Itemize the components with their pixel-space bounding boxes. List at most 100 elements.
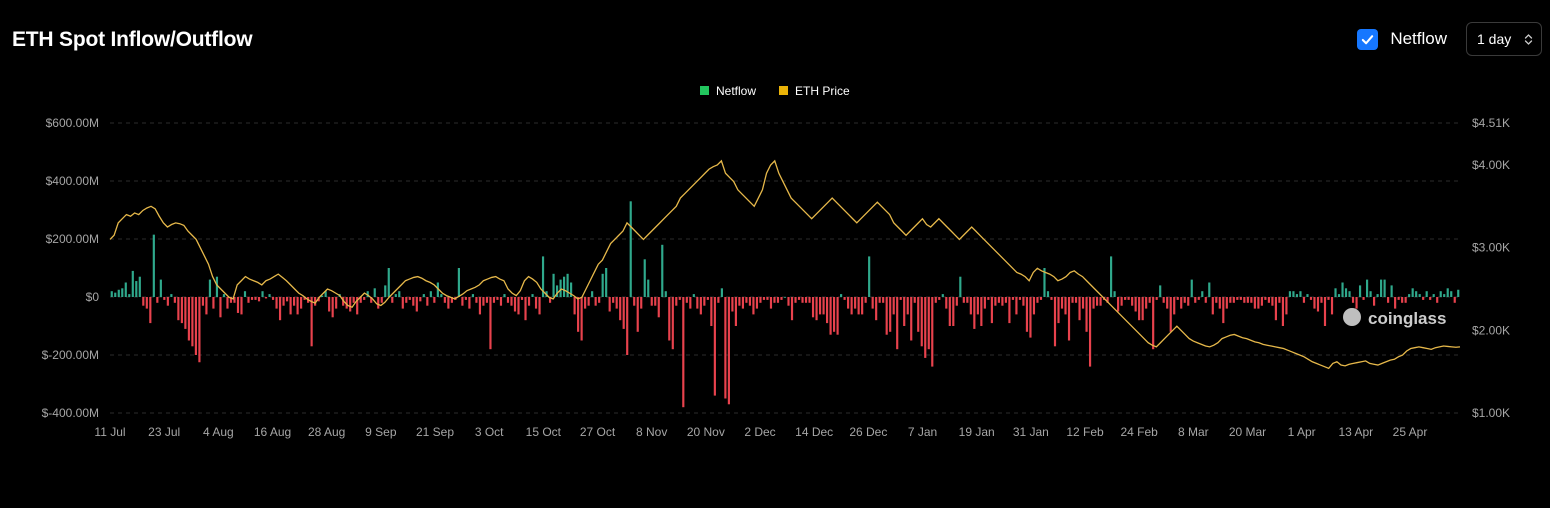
netflow-bar <box>261 291 264 297</box>
netflow-bar <box>577 297 580 332</box>
netflow-checkbox[interactable] <box>1357 28 1379 50</box>
x-tick-label: 1 Apr <box>1288 425 1316 439</box>
netflow-bar <box>787 297 790 306</box>
netflow-bar <box>780 297 783 300</box>
netflow-bar <box>1011 297 1015 300</box>
netflow-bar <box>1260 297 1263 306</box>
netflow-bar <box>391 297 394 303</box>
netflow-bar <box>1383 279 1386 297</box>
netflow-bar <box>913 297 916 303</box>
netflow-bar <box>1422 297 1425 300</box>
netflow-bar <box>854 297 857 309</box>
netflow-bar <box>1320 297 1323 303</box>
netflow-bar <box>335 297 338 309</box>
netflow-bar <box>163 297 166 300</box>
netflow-bar <box>485 297 489 303</box>
netflow-bar <box>731 297 734 312</box>
netflow-bar <box>1018 297 1022 300</box>
netflow-bar <box>1046 291 1050 297</box>
netflow-bar <box>149 297 152 324</box>
netflow-bar <box>762 297 766 300</box>
netflow-bar <box>776 297 780 303</box>
netflow-bar <box>548 297 552 303</box>
netflow-bar <box>412 297 415 306</box>
netflow-bar <box>503 294 506 297</box>
netflow-bar <box>278 297 282 321</box>
netflow-bar <box>506 297 510 303</box>
netflow-bar <box>871 297 874 309</box>
netflow-bar <box>699 297 702 315</box>
netflow-bar <box>1145 297 1148 309</box>
netflow-bar <box>275 297 278 309</box>
netflow-bar <box>489 297 492 350</box>
netflow-bar <box>713 297 716 396</box>
netflow-bar <box>959 276 962 297</box>
netflow-bar <box>1334 288 1337 297</box>
netflow-bar <box>980 297 983 326</box>
x-tick-label: 16 Aug <box>254 425 291 439</box>
netflow-bar <box>976 297 979 315</box>
netflow-bar <box>1008 297 1011 324</box>
netflow-bar <box>1117 297 1120 312</box>
netflow-bar <box>612 297 615 303</box>
netflow-bar <box>373 288 376 297</box>
netflow-bar <box>440 294 443 297</box>
interval-select[interactable]: 1 day <box>1466 22 1542 56</box>
netflow-bar <box>682 297 685 408</box>
netflow-bar <box>229 297 233 303</box>
netflow-bar <box>836 297 839 335</box>
netflow-bar <box>436 282 439 297</box>
x-tick-label: 26 Dec <box>849 425 887 439</box>
netflow-bar <box>271 297 275 300</box>
netflow-bar <box>573 297 576 315</box>
netflow-bar <box>128 294 131 297</box>
y-right-tick-label: $4.00K <box>1472 158 1510 172</box>
netflow-bar <box>587 297 590 306</box>
netflow-bar <box>801 297 804 303</box>
netflow-bar <box>615 297 618 309</box>
chart-controls: Netflow 1 day <box>1357 22 1542 56</box>
netflow-bar <box>563 276 566 297</box>
netflow-bar <box>734 297 737 326</box>
netflow-bar <box>268 294 271 297</box>
netflow-bar <box>559 279 562 297</box>
netflow-bar <box>910 297 913 341</box>
netflow-bar <box>598 297 601 303</box>
netflow-bar <box>1306 294 1309 297</box>
netflow-bar <box>1208 282 1211 297</box>
netflow-bar <box>1351 297 1355 303</box>
netflow-bar <box>247 297 250 303</box>
netflow-bar <box>135 281 138 297</box>
netflow-bar <box>419 297 422 302</box>
netflow-bar <box>790 297 794 321</box>
netflow-bar <box>689 297 692 309</box>
netflow-bar <box>678 297 681 300</box>
netflow-bar <box>1187 297 1190 306</box>
x-tick-label: 4 Aug <box>203 425 234 439</box>
netflow-bar <box>215 276 219 297</box>
netflow-bar <box>990 297 993 324</box>
netflow-bar <box>443 297 446 303</box>
netflow-bar <box>1369 291 1372 297</box>
netflow-bar <box>380 297 383 303</box>
netflow-bar <box>1215 297 1218 303</box>
netflow-bar <box>1264 297 1267 300</box>
netflow-bar <box>264 297 268 299</box>
netflow-bar <box>1074 297 1078 303</box>
netflow-bar <box>205 297 208 315</box>
netflow-bar <box>1110 256 1113 297</box>
netflow-bar <box>408 297 411 300</box>
legend-label-price: ETH Price <box>795 84 850 98</box>
netflow-bar <box>520 297 524 300</box>
x-tick-label: 15 Oct <box>526 425 562 439</box>
netflow-bar <box>1053 297 1057 347</box>
netflow-bar <box>1141 297 1144 321</box>
netflow-bar <box>303 297 306 300</box>
netflow-bar <box>1288 291 1292 297</box>
netflow-bar <box>815 297 818 321</box>
netflow-checkbox-label[interactable]: Netflow <box>1390 29 1447 48</box>
netflow-bar <box>1394 297 1397 309</box>
netflow-bar <box>710 297 713 326</box>
netflow-bar <box>962 297 965 303</box>
